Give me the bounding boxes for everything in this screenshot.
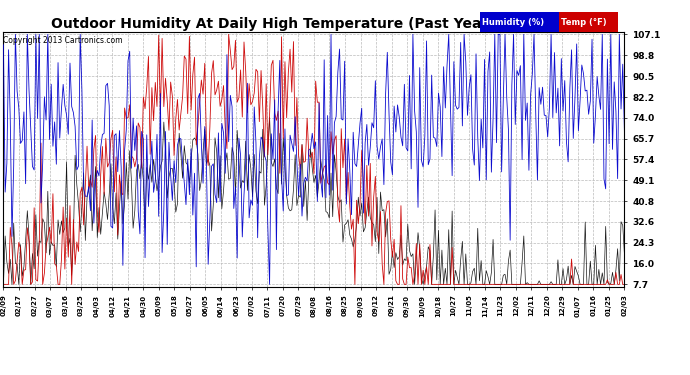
Text: Copyright 2013 Cartronics.com: Copyright 2013 Cartronics.com <box>3 36 123 45</box>
Text: Humidity (%): Humidity (%) <box>482 18 544 27</box>
Title: Outdoor Humidity At Daily High Temperature (Past Year) 20130209: Outdoor Humidity At Daily High Temperatu… <box>51 17 577 31</box>
Text: Temp (°F): Temp (°F) <box>561 18 607 27</box>
